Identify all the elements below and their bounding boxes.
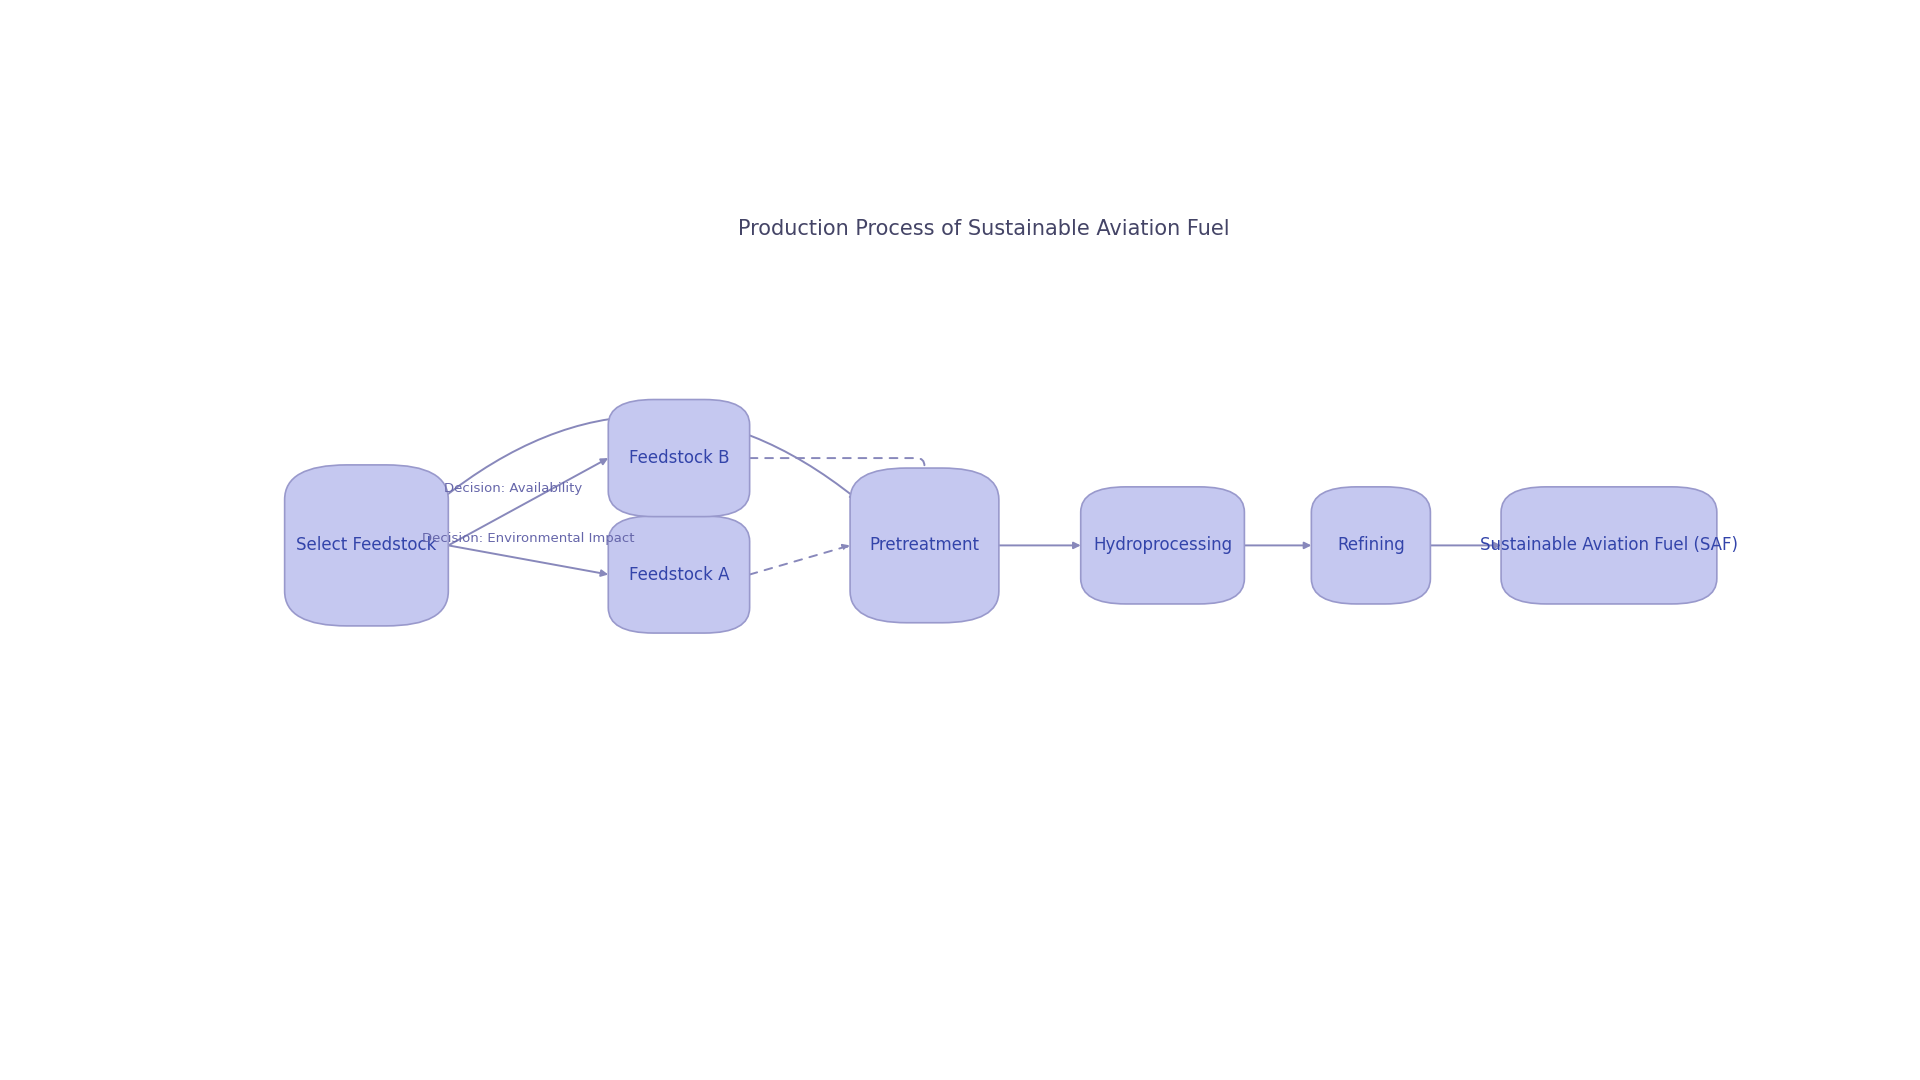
FancyBboxPatch shape bbox=[851, 468, 998, 623]
FancyArrowPatch shape bbox=[998, 542, 1079, 549]
FancyArrowPatch shape bbox=[749, 545, 849, 575]
Text: Decision: Availability: Decision: Availability bbox=[444, 482, 582, 495]
FancyArrowPatch shape bbox=[449, 545, 607, 576]
Text: Refining: Refining bbox=[1336, 537, 1405, 554]
Text: Production Process of Sustainable Aviation Fuel: Production Process of Sustainable Aviati… bbox=[737, 219, 1231, 240]
FancyBboxPatch shape bbox=[609, 400, 749, 516]
FancyArrowPatch shape bbox=[442, 416, 856, 500]
Text: Sustainable Aviation Fuel (SAF): Sustainable Aviation Fuel (SAF) bbox=[1480, 537, 1738, 554]
FancyBboxPatch shape bbox=[609, 516, 749, 633]
FancyBboxPatch shape bbox=[1081, 487, 1244, 604]
Text: Pretreatment: Pretreatment bbox=[870, 537, 979, 554]
FancyBboxPatch shape bbox=[1501, 487, 1716, 604]
FancyArrowPatch shape bbox=[449, 459, 607, 545]
Text: Select Feedstock: Select Feedstock bbox=[296, 537, 436, 554]
FancyArrowPatch shape bbox=[1430, 542, 1500, 549]
Text: Feedstock B: Feedstock B bbox=[628, 449, 730, 467]
FancyBboxPatch shape bbox=[1311, 487, 1430, 604]
FancyArrowPatch shape bbox=[1244, 542, 1309, 549]
FancyArrowPatch shape bbox=[749, 458, 927, 589]
Text: Hydroprocessing: Hydroprocessing bbox=[1092, 537, 1233, 554]
Text: Feedstock A: Feedstock A bbox=[628, 566, 730, 583]
Text: Decision: Environmental Impact: Decision: Environmental Impact bbox=[422, 532, 634, 545]
FancyBboxPatch shape bbox=[284, 464, 449, 626]
